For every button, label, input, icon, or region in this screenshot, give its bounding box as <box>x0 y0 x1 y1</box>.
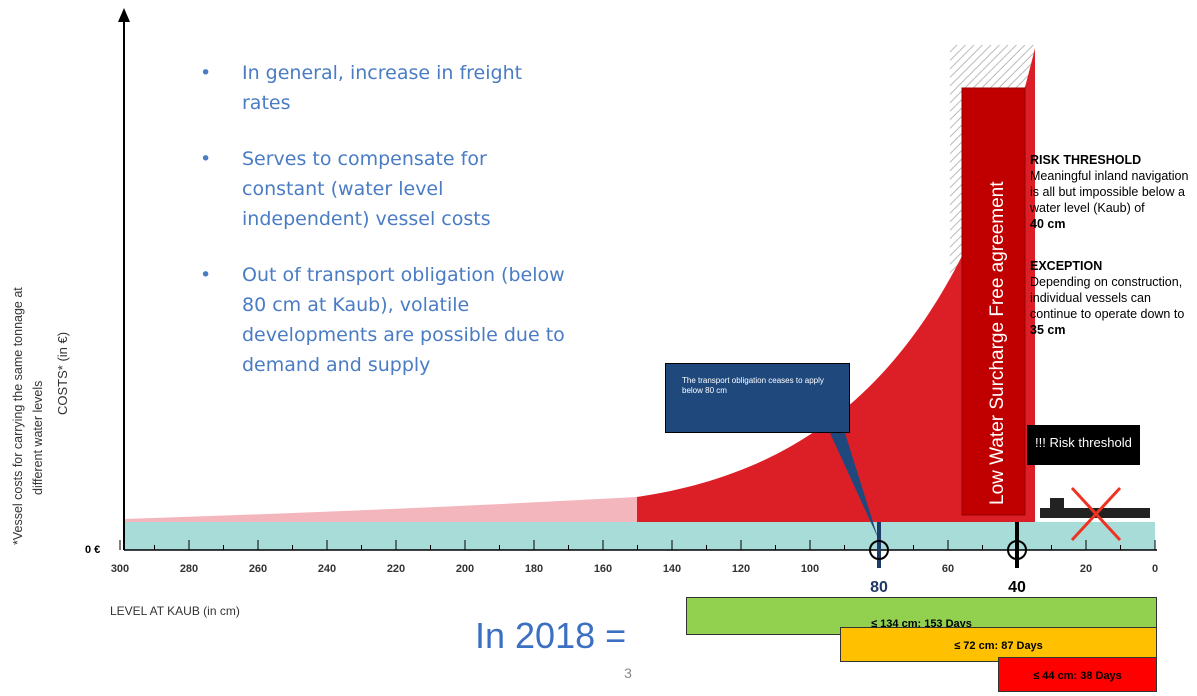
exception-heading: EXCEPTION <box>1030 259 1103 273</box>
tick-label: 180 <box>525 563 543 575</box>
callout-pointer <box>830 433 878 538</box>
risk-box: !!! Risk threshold <box>1027 425 1140 465</box>
risk-note: RISK THRESHOLD Meaningful inland navigat… <box>1030 152 1195 232</box>
agreement-label: Low Water Surcharge Free agreement <box>987 181 1008 505</box>
tick-label: 0 <box>1152 563 1158 575</box>
marker-label: 40 <box>1008 579 1026 596</box>
bullet: Out of transport obligation (below 80 cm… <box>200 260 570 380</box>
cost-area <box>637 48 1035 522</box>
risk-text: Meaningful inland navigation is all but … <box>1030 169 1189 215</box>
base-band <box>124 522 1155 550</box>
year-label: In 2018 = <box>475 615 627 656</box>
cross <box>1070 486 1122 542</box>
zero-label: 0 € <box>85 544 100 556</box>
agreement-bar <box>961 87 1026 516</box>
tick-label: 100 <box>801 563 819 575</box>
tick-label: 200 <box>456 563 474 575</box>
ship-icon <box>1050 498 1064 508</box>
tick-label: 300 <box>111 563 129 575</box>
footnote: different water levels <box>31 381 45 495</box>
marker-circle <box>1007 540 1027 560</box>
x-axis-title: LEVEL AT KAUB (in cm) <box>110 604 240 618</box>
footnote: *Vessel costs for carrying the same tonn… <box>11 287 25 545</box>
tick-label: 240 <box>318 563 336 575</box>
bullet: Serves to compensate for constant (water… <box>200 144 570 234</box>
risk-heading: RISK THRESHOLD <box>1030 153 1142 167</box>
cost-area-light <box>124 497 637 522</box>
callout: The transport obligation ceases to apply… <box>665 363 850 433</box>
tick-label: 160 <box>594 563 612 575</box>
page-number: 3 <box>624 665 632 681</box>
tick-label: 220 <box>387 563 405 575</box>
tick-label: 280 <box>180 563 198 575</box>
marker-circle <box>869 540 889 560</box>
bullet-list: In general, increase in freight rates Se… <box>200 58 570 406</box>
marker-label: 80 <box>870 579 888 596</box>
exception-note: EXCEPTION Depending on construction, ind… <box>1030 258 1195 338</box>
exception-bold: 35 cm <box>1030 323 1066 337</box>
risk-bold: 40 cm <box>1030 217 1066 231</box>
tick-label: 140 <box>663 563 681 575</box>
tick-label: 60 <box>942 563 954 575</box>
exception-text: Depending on construction, individual ve… <box>1030 275 1185 321</box>
axis-arrow <box>118 8 130 22</box>
tick-label: 120 <box>732 563 750 575</box>
days-bar: ≤ 44 cm: 38 Days <box>998 657 1157 692</box>
y-axis-label: COSTS* (in €) <box>55 332 70 415</box>
bullet: In general, increase in freight rates <box>200 58 570 118</box>
tick-label: 260 <box>249 563 267 575</box>
tick-label: 20 <box>1080 563 1092 575</box>
